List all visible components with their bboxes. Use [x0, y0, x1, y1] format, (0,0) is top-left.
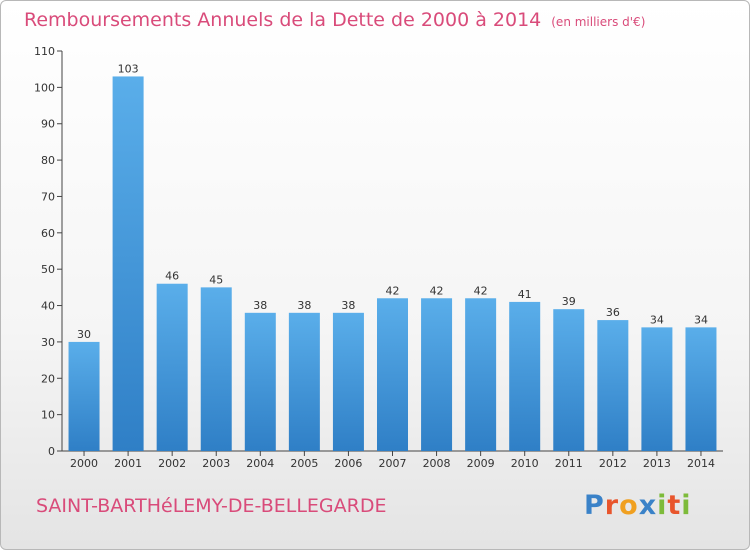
bar	[288, 312, 320, 451]
x-tick-label: 2013	[643, 457, 671, 470]
y-tick-label: 80	[41, 154, 55, 167]
y-tick-label: 0	[48, 445, 55, 458]
logo-letter: P	[584, 490, 605, 521]
bar-value-label: 41	[518, 288, 532, 301]
bar	[641, 327, 673, 451]
bar	[553, 309, 585, 451]
x-tick-label: 2004	[246, 457, 274, 470]
bar	[377, 298, 408, 451]
unit-subtitle: (en milliers d'€)	[551, 15, 646, 29]
y-tick-label: 90	[41, 118, 55, 131]
x-tick-label: 2005	[290, 457, 318, 470]
y-tick-label: 110	[34, 45, 55, 58]
bar-value-label: 45	[209, 273, 223, 286]
x-tick-label: 2007	[379, 457, 407, 470]
bar-value-label: 34	[650, 313, 664, 326]
logo-letter: t	[667, 490, 682, 521]
y-tick-label: 70	[41, 190, 55, 203]
bar	[200, 287, 232, 451]
x-tick-label: 2009	[467, 457, 495, 470]
bar-value-label: 39	[562, 295, 576, 308]
x-tick-label: 2001	[114, 457, 142, 470]
bar	[332, 312, 364, 451]
y-tick-label: 20	[41, 372, 55, 385]
bar-value-label: 46	[165, 270, 179, 283]
bar	[465, 298, 497, 451]
bar-value-label: 38	[297, 299, 311, 312]
logo-letter: x	[638, 490, 658, 521]
bar	[244, 312, 276, 451]
logo-letter: i	[681, 490, 692, 521]
x-tick-label: 2006	[334, 457, 362, 470]
bar	[421, 298, 453, 451]
proxiti-logo: Proxiti	[584, 490, 692, 521]
bar-value-label: 42	[386, 284, 400, 297]
chart-title: Remboursements Annuels de la Dette de 20…	[24, 9, 645, 31]
bar-value-label: 34	[694, 313, 708, 326]
x-tick-label: 2002	[158, 457, 186, 470]
y-tick-label: 40	[41, 300, 55, 313]
bar-value-label: 38	[341, 299, 355, 312]
bar	[509, 301, 541, 451]
y-tick-label: 30	[41, 336, 55, 349]
y-tick-label: 100	[34, 81, 55, 94]
y-tick-label: 50	[41, 263, 55, 276]
x-tick-label: 2008	[423, 457, 451, 470]
bar-value-label: 36	[606, 306, 620, 319]
bar	[156, 283, 188, 451]
bar	[112, 76, 144, 452]
logo-letter: r	[604, 490, 620, 521]
bar-value-label: 30	[77, 328, 91, 341]
logo-letter: o	[619, 490, 639, 521]
y-tick-label: 60	[41, 227, 55, 240]
bar-value-label: 42	[430, 284, 444, 297]
bar-value-label: 42	[474, 284, 488, 297]
x-tick-label: 2000	[70, 457, 98, 470]
bar	[68, 341, 100, 451]
x-tick-label: 2003	[202, 457, 230, 470]
x-tick-label: 2014	[687, 457, 715, 470]
commune-name: SAINT-BARTHéLEMY-DE-BELLEGARDE	[36, 495, 387, 517]
x-tick-label: 2011	[555, 457, 583, 470]
y-tick-label: 10	[41, 409, 55, 422]
x-tick-label: 2012	[599, 457, 627, 470]
logo-letter: i	[657, 490, 668, 521]
title-text: Remboursements Annuels de la Dette de 20…	[24, 9, 542, 31]
bar-value-label: 103	[118, 62, 139, 75]
bar	[685, 327, 717, 451]
bar	[597, 320, 629, 451]
x-tick-label: 2010	[511, 457, 539, 470]
bar-value-label: 38	[253, 299, 267, 312]
